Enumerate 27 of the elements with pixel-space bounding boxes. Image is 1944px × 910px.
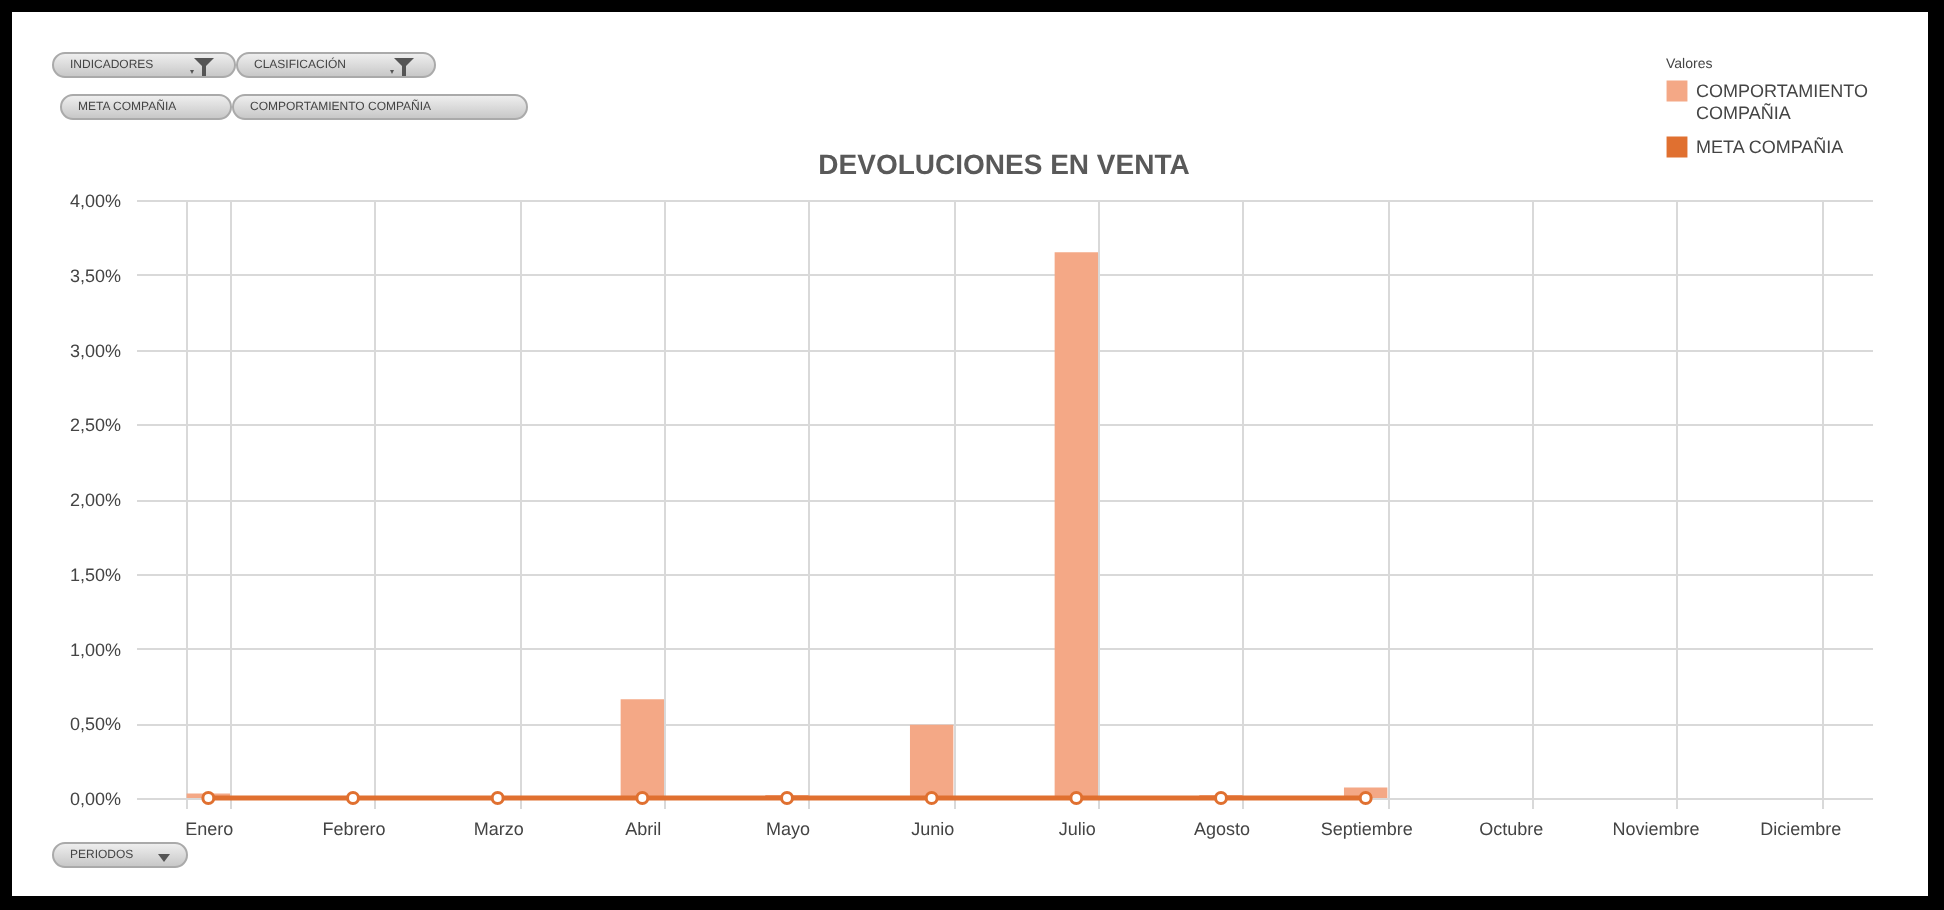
x-tick-label: Marzo <box>473 819 524 839</box>
x-tick-label: Julio <box>1058 819 1096 839</box>
y-tick-label: 3,00% <box>69 340 121 361</box>
bar <box>909 724 954 798</box>
x-tick-label: Agosto <box>1193 819 1251 839</box>
x-tick-label: Noviembre <box>1612 819 1700 839</box>
bar <box>620 699 665 798</box>
chart-title: DEVOLUCIONES EN VENTA <box>818 148 1190 180</box>
x-tick-label: Diciembre <box>1760 819 1842 839</box>
x-tick-label: Mayo <box>765 819 811 839</box>
x-tick-label: Septiembre <box>1320 819 1413 839</box>
y-tick-label: 1,50% <box>69 564 121 585</box>
y-tick-label: 2,00% <box>69 490 121 510</box>
x-tick-label: Febrero <box>322 819 386 839</box>
y-tick-label: 0,00% <box>69 789 121 809</box>
legend-label: META COMPAÑIA <box>1696 137 1844 157</box>
x-tick-label: Enero <box>185 819 234 839</box>
y-tick-label: 0,50% <box>69 714 121 735</box>
x-tick-label: Abril <box>625 819 662 839</box>
x-tick-label: Junio <box>911 819 955 839</box>
legend-label: COMPORTAMIENTO COMPAÑIA <box>1696 81 1869 123</box>
y-tick-label: 1,00% <box>69 639 121 660</box>
y-tick-label: 2,50% <box>69 415 121 436</box>
y-tick-label: 3,50% <box>69 265 121 286</box>
x-tick-label: Octubre <box>1479 819 1544 839</box>
bar <box>1054 252 1099 798</box>
y-tick-label: 4,00% <box>69 191 121 211</box>
